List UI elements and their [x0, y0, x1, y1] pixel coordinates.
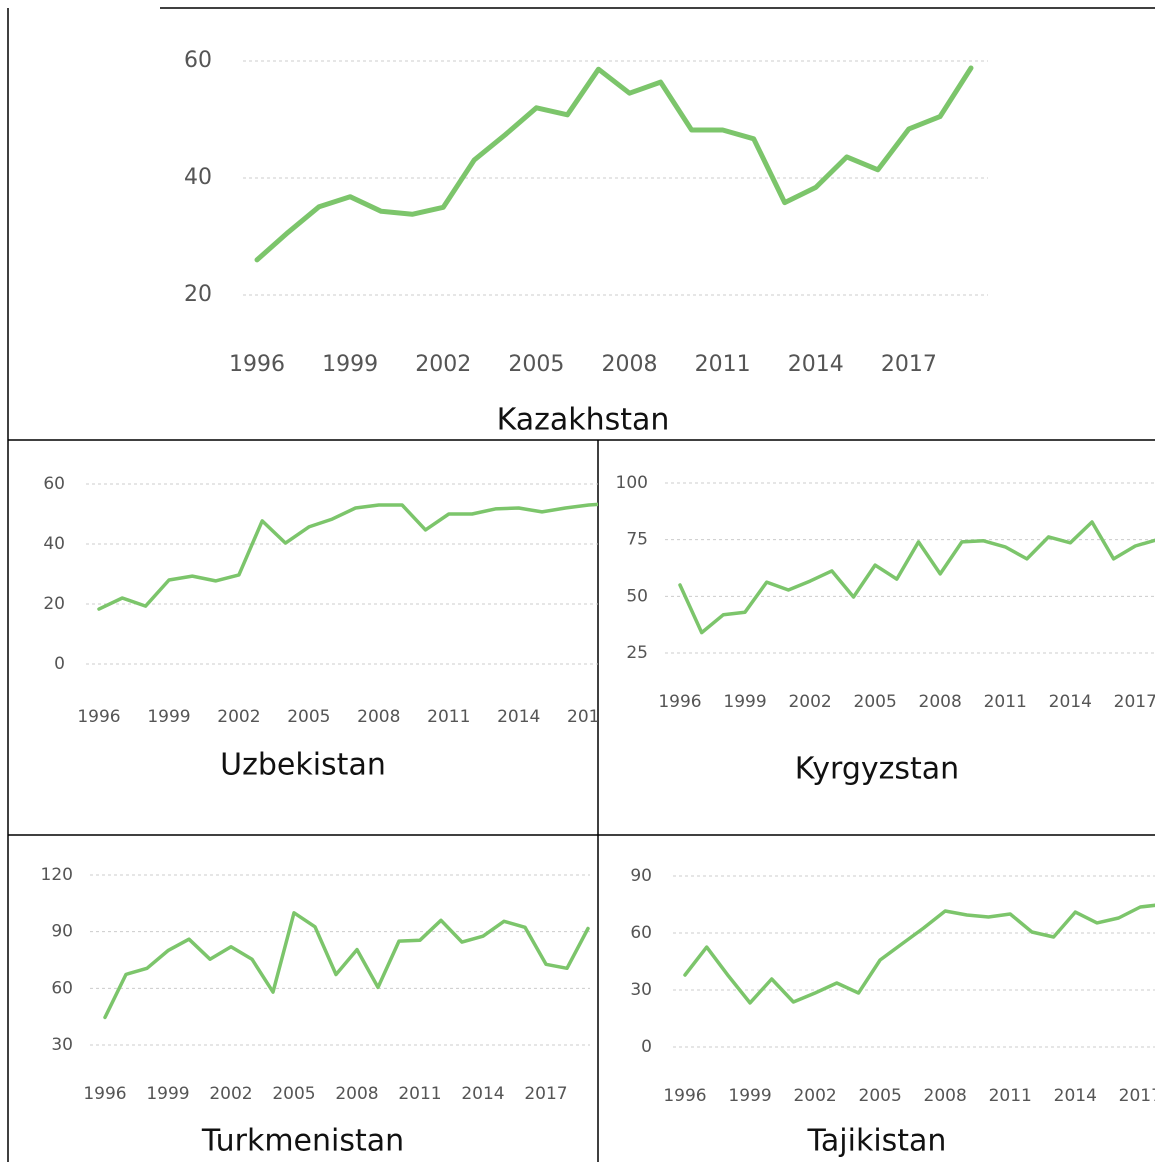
x-tick-label: 1999 [723, 692, 766, 712]
x-tick-label: 1999 [146, 1084, 189, 1104]
chart-title: Kazakhstan [497, 403, 670, 438]
x-tick-label: 1996 [77, 707, 120, 727]
x-tick-label: 2008 [357, 707, 400, 727]
x-tick-label: 2002 [415, 352, 471, 377]
y-tick-label: 20 [43, 594, 65, 614]
x-tick-label: 1999 [728, 1086, 771, 1106]
y-tick-label: 60 [43, 474, 65, 494]
x-tick-label: 1996 [658, 692, 701, 712]
x-tick-label: 2005 [272, 1084, 315, 1104]
y-tick-label: 100 [616, 473, 648, 493]
x-tick-label: 2014 [497, 707, 540, 727]
x-tick-label: 1999 [147, 707, 190, 727]
x-tick-label: 2002 [209, 1084, 252, 1104]
x-tick-label: 2002 [793, 1086, 836, 1106]
y-tick-label: 30 [51, 1035, 73, 1055]
y-tick-label: 120 [41, 865, 73, 885]
x-tick-label: 2017 [567, 707, 610, 727]
chart-title: Turkmenistan [201, 1124, 404, 1159]
x-tick-label: 1996 [229, 352, 285, 377]
x-tick-label: 2008 [335, 1084, 378, 1104]
x-tick-label: 2002 [788, 692, 831, 712]
y-tick-label: 0 [641, 1037, 652, 1057]
x-tick-label: 2017 [524, 1084, 567, 1104]
x-tick-label: 2014 [1049, 692, 1092, 712]
chart-panel: 0 30 60 90 1996 1999 2002 2005 2008 2011 2014 2017 T… [630, 866, 1155, 1159]
x-tick-label: 1999 [322, 352, 378, 377]
x-tick-label: 2011 [427, 707, 470, 727]
x-tick-label: 2011 [398, 1084, 441, 1104]
x-tick-label: 2005 [859, 1086, 902, 1106]
x-tick-label: 2011 [989, 1086, 1032, 1106]
x-tick-label: 2011 [984, 692, 1027, 712]
chart-panel: 0 20 40 60 1996 1999 2002 2005 2008 2011 2014 2017 U… [43, 474, 610, 783]
data-line [254, 65, 974, 263]
x-tick-label: 2014 [461, 1084, 504, 1104]
y-tick-label: 90 [630, 866, 652, 886]
data-line [678, 520, 1155, 635]
x-tick-label: 2017 [881, 352, 937, 377]
y-tick-label: 60 [184, 48, 212, 73]
x-tick-label: 2011 [695, 352, 751, 377]
x-tick-label: 1996 [83, 1084, 126, 1104]
x-tick-label: 2008 [919, 692, 962, 712]
y-tick-label: 90 [51, 922, 73, 942]
y-tick-label: 40 [184, 165, 212, 190]
y-tick-label: 20 [184, 282, 212, 307]
data-line [97, 502, 598, 611]
y-tick-label: 0 [54, 654, 65, 674]
y-tick-label: 75 [626, 530, 648, 550]
x-tick-label: 1996 [663, 1086, 706, 1106]
y-tick-label: 60 [51, 978, 73, 998]
data-line [683, 903, 1155, 1005]
chart-panel: 20 40 60 1996 1999 2002 2005 2008 2011 2014 2017 Ka… [184, 48, 988, 438]
x-tick-label: 2002 [217, 707, 260, 727]
y-tick-label: 30 [630, 980, 652, 1000]
data-line [103, 911, 590, 1020]
chart-title: Uzbekistan [220, 748, 386, 783]
x-tick-label: 2017 [1119, 1086, 1155, 1106]
chart-panel: 25 50 75 100 1996 1999 2002 2005 2008 2011 2014 201… [616, 473, 1155, 787]
x-tick-label: 2005 [508, 352, 564, 377]
x-tick-label: 2008 [924, 1086, 967, 1106]
x-tick-label: 2005 [287, 707, 330, 727]
x-tick-label: 2017 [1114, 692, 1155, 712]
x-tick-label: 2005 [854, 692, 897, 712]
x-tick-label: 2008 [602, 352, 658, 377]
chart-title: Kyrgyzstan [795, 752, 959, 787]
y-tick-label: 60 [630, 923, 652, 943]
chart-title: Tajikistan [807, 1124, 947, 1159]
chart-panel: 30 60 90 120 1996 1999 2002 2005 2008 2011 2014 201… [41, 865, 590, 1159]
x-tick-label: 2014 [1054, 1086, 1097, 1106]
y-tick-label: 40 [43, 534, 65, 554]
y-tick-label: 25 [626, 643, 648, 663]
y-tick-label: 50 [626, 586, 648, 606]
x-tick-label: 2014 [788, 352, 844, 377]
